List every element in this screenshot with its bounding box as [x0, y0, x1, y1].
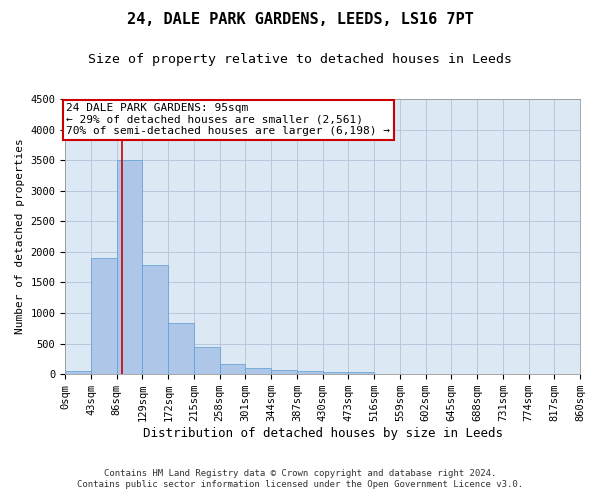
Bar [65, 371, 91, 374]
Text: Contains HM Land Registry data © Crown copyright and database right 2024.: Contains HM Land Registry data © Crown c… [104, 468, 496, 477]
Text: Size of property relative to detached houses in Leeds: Size of property relative to detached ho… [88, 52, 512, 66]
Bar [117, 160, 142, 374]
Text: 24 DALE PARK GARDENS: 95sqm
← 29% of detached houses are smaller (2,561)
70% of : 24 DALE PARK GARDENS: 95sqm ← 29% of det… [67, 104, 391, 136]
Bar [297, 371, 323, 374]
Text: Contains public sector information licensed under the Open Government Licence v3: Contains public sector information licen… [77, 480, 523, 489]
X-axis label: Distribution of detached houses by size in Leeds: Distribution of detached houses by size … [143, 427, 503, 440]
Bar [323, 372, 349, 374]
Bar [245, 368, 271, 374]
Bar [194, 346, 220, 374]
Y-axis label: Number of detached properties: Number of detached properties [15, 138, 25, 334]
Bar [271, 370, 297, 374]
Bar [349, 372, 374, 374]
Bar [168, 323, 194, 374]
Text: 24, DALE PARK GARDENS, LEEDS, LS16 7PT: 24, DALE PARK GARDENS, LEEDS, LS16 7PT [127, 12, 473, 28]
Bar [220, 364, 245, 374]
Bar [142, 266, 168, 374]
Bar [91, 258, 117, 374]
